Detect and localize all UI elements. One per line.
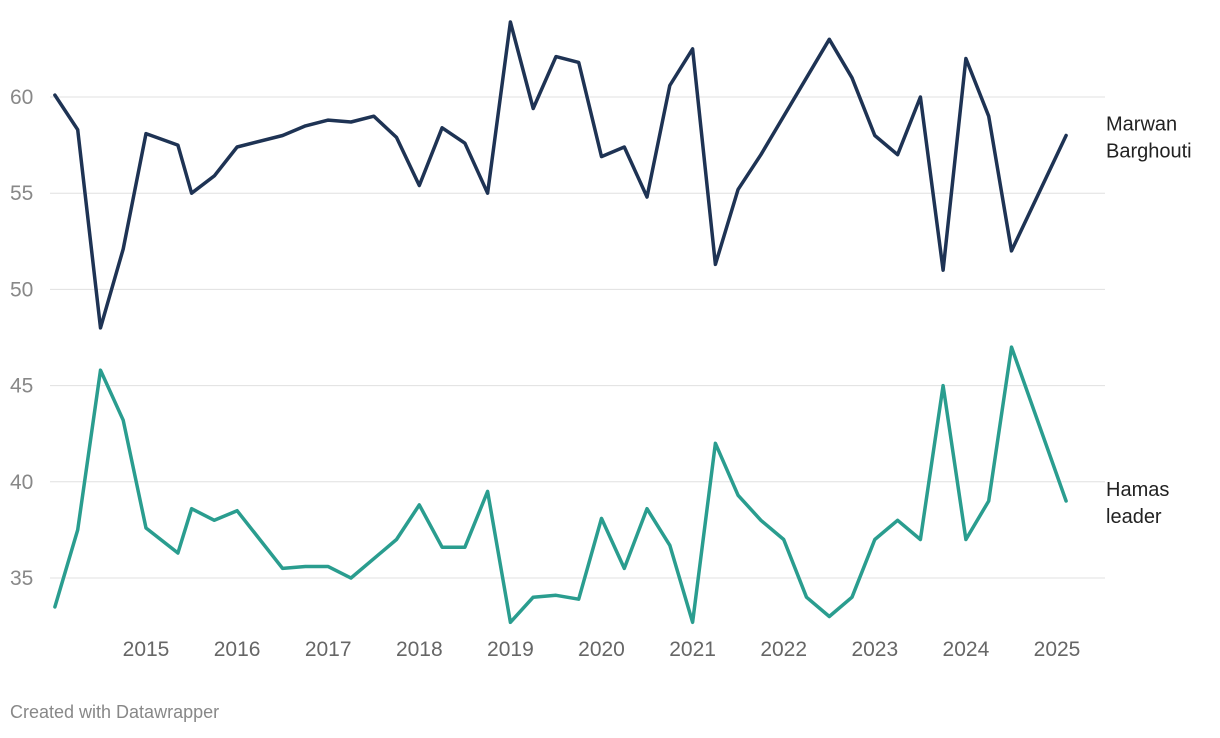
y-tick-label: 40 (10, 471, 33, 494)
x-tick-label: 2015 (123, 638, 170, 661)
x-tick-label: 2021 (669, 638, 716, 661)
x-tick-label: 2025 (1034, 638, 1081, 661)
series-line-2 (53, 345, 1068, 625)
series-label-2: Hamas leader (1106, 479, 1169, 528)
y-tick-label: 55 (10, 182, 33, 205)
y-axis-ticks: 35 40 45 50 55 60 (10, 86, 33, 590)
y-tick-label: 60 (10, 86, 33, 109)
x-axis-ticks: 2015 2016 2017 2018 2019 2020 2021 2022 2023 2024… (123, 638, 1081, 661)
x-tick-label: 2017 (305, 638, 352, 661)
gridlines (50, 96, 1105, 579)
credit-text: Created with Datawrapper (10, 702, 220, 722)
x-tick-label: 2024 (943, 638, 990, 661)
x-tick-label: 2018 (396, 638, 443, 661)
y-tick-label: 45 (10, 375, 33, 398)
x-tick-label: 2022 (760, 638, 807, 661)
series-label-1: Marwan Barghouti (1106, 113, 1192, 162)
series-lines (53, 20, 1068, 625)
x-tick-label: 2019 (487, 638, 534, 661)
line-chart: 35 40 45 50 55 60 2015 2016 2017 2018 2019 2020 202… (10, 20, 1192, 661)
x-tick-label: 2020 (578, 638, 625, 661)
x-tick-label: 2023 (851, 638, 898, 661)
y-tick-label: 50 (10, 278, 33, 301)
y-tick-label: 35 (10, 567, 33, 590)
x-tick-label: 2016 (214, 638, 261, 661)
series-labels: Marwan Barghouti Hamas leader (1106, 113, 1192, 528)
series-line-1 (53, 20, 1068, 330)
